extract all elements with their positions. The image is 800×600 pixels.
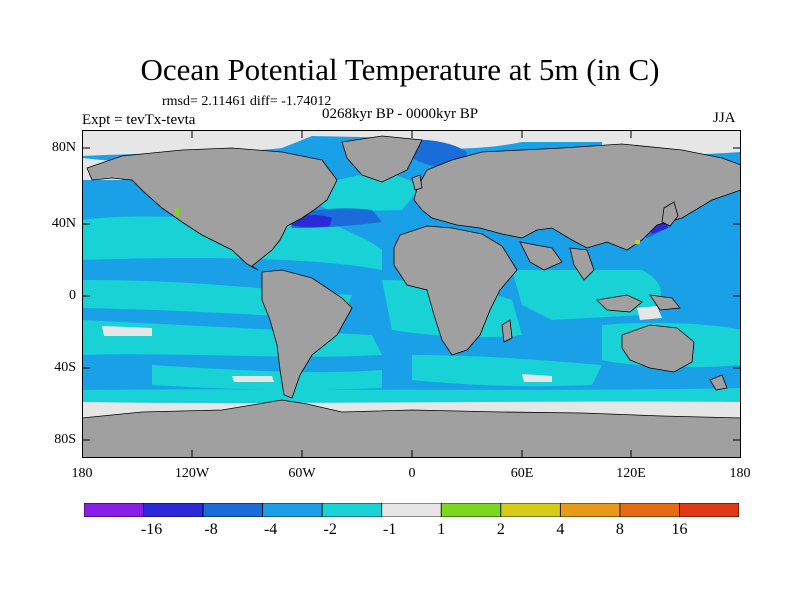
colorbar-swatch [500, 503, 561, 517]
world-map [82, 130, 741, 458]
y-tick-label: 40N [51, 216, 76, 231]
colorbar-label: -1 [383, 521, 397, 538]
colorbar-swatch [84, 503, 144, 517]
colorbar-label: 4 [556, 521, 565, 538]
y-tick-label: 80S [54, 432, 76, 447]
colorbar-label: 8 [615, 521, 624, 538]
experiment-label: Expt = tevTx-tevta [82, 112, 196, 128]
colorbar-label: -16 [140, 521, 163, 538]
ocean-anomaly-green [175, 208, 179, 216]
ocean-anomaly-yellow [635, 240, 640, 244]
colorbar-swatch [440, 503, 502, 517]
colorbar-swatch [679, 503, 739, 517]
colorbar-label: -2 [323, 521, 337, 538]
season-label: JJA [713, 110, 736, 126]
x-tick-label: 120W [174, 466, 210, 481]
x-tick-label: 180 [71, 466, 93, 481]
x-tick-label: 120E [616, 466, 646, 481]
x-tick-label: 60W [288, 466, 316, 481]
colorbar-swatch [202, 503, 264, 517]
colorbar-label: 2 [496, 521, 505, 538]
colorbar-swatch [262, 503, 323, 517]
colorbar-swatch [619, 503, 680, 517]
y-tick-label: 80N [51, 140, 76, 155]
chart-title: Ocean Potential Temperature at 5m (in C) [140, 52, 660, 87]
x-tick-label: 0 [408, 466, 416, 481]
colorbar-swatch [559, 503, 621, 517]
x-tick-label: 180 [729, 466, 751, 481]
axis-ticks [82, 130, 741, 458]
period-label: 0268kyr BP - 0000kyr BP [322, 106, 479, 122]
colorbar-label: -4 [263, 521, 278, 538]
colorbar-label: 1 [437, 521, 446, 538]
colorbar-swatch [321, 503, 383, 517]
colorbar [84, 503, 739, 517]
y-tick-label: 40S [54, 360, 76, 375]
colorbar-label: -8 [204, 521, 218, 538]
land [82, 135, 741, 458]
y-tick-label: 0 [69, 288, 76, 303]
stats-label: rmsd= 2.11461 diff= -1.74012 [162, 94, 332, 109]
colorbar-label: 16 [671, 521, 688, 538]
colorbar-swatch [143, 503, 204, 517]
x-tick-label: 60E [510, 466, 534, 481]
colorbar-swatch [381, 503, 442, 517]
